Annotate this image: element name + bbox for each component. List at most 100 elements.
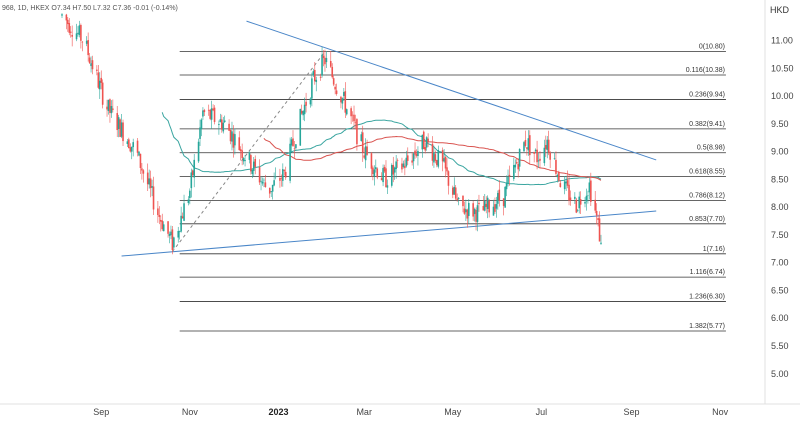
candle-down bbox=[452, 187, 454, 195]
candle-up bbox=[325, 57, 328, 63]
candle-up bbox=[495, 204, 498, 209]
candle-up bbox=[453, 186, 456, 195]
candle-up bbox=[537, 160, 540, 162]
candle-down bbox=[392, 164, 395, 175]
candle-down bbox=[97, 72, 100, 88]
candle-up bbox=[375, 167, 377, 170]
candle-up bbox=[219, 119, 222, 122]
fib-level-label: 0.5(8.98) bbox=[697, 145, 725, 152]
trendline-lower[interactable] bbox=[121, 210, 657, 257]
candle-down bbox=[494, 204, 496, 212]
candle-up bbox=[578, 196, 581, 209]
candle-up bbox=[576, 210, 579, 211]
candle-up bbox=[412, 153, 415, 162]
candle-down bbox=[101, 82, 104, 105]
candle-down bbox=[207, 109, 210, 111]
symbol-header: 968, 1D, HKEX O7.34 H7.50 L7.32 C7.36 -0… bbox=[2, 5, 178, 12]
candle-up bbox=[518, 148, 521, 167]
candle-up bbox=[200, 119, 203, 130]
candle-down bbox=[122, 122, 124, 142]
price-axis[interactable]: 11.00 10.50 10.00 9.50 9.00 8.50 8.00 7.50 7.00 6… bbox=[771, 36, 794, 379]
candle-up bbox=[563, 181, 566, 190]
candle-up bbox=[457, 197, 460, 200]
price-tick-label: 6.00 bbox=[771, 313, 789, 323]
candle-down bbox=[241, 150, 243, 159]
candle-down bbox=[466, 209, 469, 219]
candle-up bbox=[437, 150, 440, 167]
candle-up bbox=[130, 146, 133, 152]
candle-down bbox=[569, 197, 572, 201]
candle-down bbox=[142, 170, 145, 174]
candle-down bbox=[116, 113, 119, 131]
candle-down bbox=[568, 184, 570, 201]
candle-down bbox=[340, 96, 342, 103]
candle-down bbox=[598, 218, 601, 242]
candle-down bbox=[300, 110, 303, 114]
candle-up bbox=[299, 108, 302, 146]
candle-up bbox=[271, 184, 274, 192]
candle-up bbox=[321, 54, 323, 76]
candle-down bbox=[380, 178, 383, 181]
candle-down bbox=[462, 195, 464, 207]
candle-down bbox=[264, 182, 267, 188]
candle-down bbox=[129, 147, 132, 152]
time-axis[interactable]: Sep Nov 2023 Mar May Jul Sep Nov bbox=[93, 407, 728, 417]
candle-down bbox=[96, 69, 98, 71]
fib-level-label: 1(7.16) bbox=[703, 246, 725, 253]
candle-down bbox=[406, 155, 409, 161]
candle-down bbox=[209, 109, 211, 119]
candle-up bbox=[303, 104, 306, 115]
candle-up bbox=[75, 33, 78, 40]
candle-down bbox=[529, 135, 531, 156]
candle-up bbox=[222, 122, 225, 132]
candle-down bbox=[354, 122, 357, 123]
fibonacci-retracement[interactable]: 0(10.80) 0.116(10.38) 0.236(9.94) 0.382(9.4… bbox=[179, 44, 726, 332]
candle-up bbox=[390, 164, 393, 186]
candle-up bbox=[433, 152, 435, 163]
candle-down bbox=[517, 164, 519, 170]
candle-down bbox=[250, 155, 252, 172]
candle-up bbox=[505, 182, 508, 190]
candle-down bbox=[411, 160, 413, 163]
candle-down bbox=[280, 178, 283, 179]
candle-down bbox=[427, 138, 429, 143]
candle-up bbox=[289, 143, 291, 181]
candle-up bbox=[467, 202, 470, 217]
candle-up bbox=[218, 124, 220, 125]
candle-down bbox=[361, 132, 364, 153]
candle-up bbox=[523, 142, 525, 152]
candle-up bbox=[173, 237, 175, 248]
candle-down bbox=[146, 172, 149, 185]
candle-down bbox=[87, 40, 89, 56]
candle-down bbox=[404, 165, 406, 169]
candle-up bbox=[341, 98, 344, 104]
candle-up bbox=[443, 158, 445, 162]
candle-down bbox=[69, 31, 72, 33]
candle-down bbox=[322, 55, 325, 59]
candle-down bbox=[293, 148, 296, 150]
candle-down bbox=[447, 171, 450, 186]
fib-level-label: 1.116(6.74) bbox=[690, 269, 725, 276]
candle-down bbox=[191, 170, 194, 176]
fib-level-label: 0.116(10.38) bbox=[686, 67, 725, 74]
candle-up bbox=[78, 25, 81, 36]
currency-label: HKD bbox=[770, 5, 790, 15]
candle-down bbox=[478, 202, 480, 205]
candle-up bbox=[600, 242, 602, 244]
candle-down bbox=[485, 203, 488, 207]
candle-down bbox=[258, 167, 261, 183]
trendline-upper[interactable] bbox=[246, 20, 657, 161]
candle-down bbox=[475, 209, 477, 222]
candle-up bbox=[309, 98, 312, 105]
candle-down bbox=[319, 76, 322, 78]
candle-down bbox=[366, 146, 368, 155]
candle-down bbox=[454, 187, 457, 199]
trendlines[interactable] bbox=[121, 20, 657, 257]
candle-down bbox=[229, 129, 232, 142]
candle-up bbox=[574, 196, 576, 199]
candle-down bbox=[415, 153, 418, 156]
time-tick-label: 2023 bbox=[268, 407, 288, 417]
candle-down bbox=[524, 140, 527, 146]
candle-up bbox=[98, 80, 101, 90]
